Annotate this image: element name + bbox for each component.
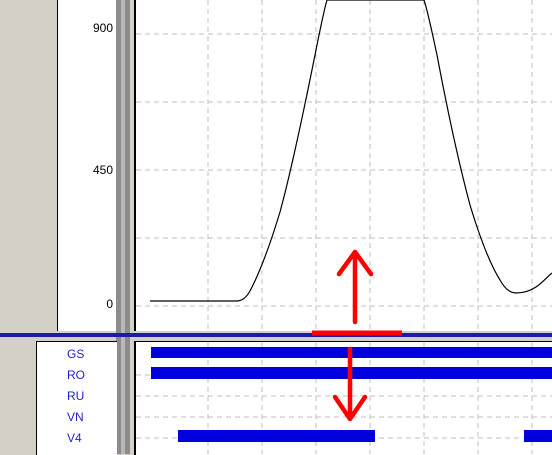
- lane-bar-v4-a[interactable]: [178, 430, 375, 442]
- lane-bar-v4-b[interactable]: [524, 430, 552, 442]
- lane-label-gs: GS: [67, 347, 85, 361]
- plot-area[interactable]: [134, 0, 552, 331]
- lane-label-v4: V4: [67, 431, 82, 445]
- horizontal-divider[interactable]: [0, 333, 552, 337]
- y-tick-label-0: 0: [106, 297, 113, 311]
- lane-label-ru: RU: [67, 389, 85, 403]
- plot-grid: [136, 0, 552, 331]
- vertical-splitter-highlight: [121, 0, 125, 454]
- lane-label-vn: VN: [67, 410, 84, 424]
- red-down-arrow-icon: [332, 346, 368, 422]
- lane-label-ro: RO: [67, 368, 85, 382]
- lane-label-panel: GS RO RU VN V4: [36, 341, 117, 455]
- y-axis-panel: 900 450 0: [57, 0, 117, 331]
- y-tick-label-900: 900: [92, 21, 113, 35]
- red-up-arrow-icon: [336, 249, 374, 325]
- y-tick-label-450: 450: [92, 163, 113, 177]
- signal-curve: [150, 0, 552, 302]
